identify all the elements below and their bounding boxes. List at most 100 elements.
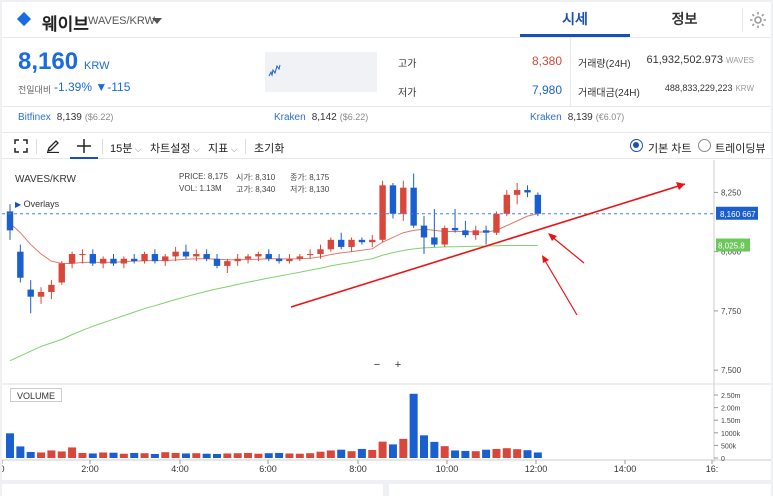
exchange-item[interactable]: Kraken 8,139 (€6.07) bbox=[530, 112, 624, 123]
volume-bar bbox=[130, 452, 139, 458]
bottom-panel-right bbox=[389, 484, 771, 496]
volume-tick-label: 500k bbox=[721, 443, 737, 450]
volume-bar bbox=[368, 449, 377, 458]
x-tick-label: 14:00 bbox=[614, 464, 637, 474]
candle-body bbox=[58, 263, 65, 283]
volume-number: 61,932,502.973 bbox=[646, 54, 723, 66]
candle-body bbox=[296, 256, 303, 259]
coin-name[interactable]: 웨이브 bbox=[42, 15, 89, 34]
volume-bar bbox=[213, 453, 221, 458]
volume-value: 61,932,502.973 WAVES bbox=[604, 54, 754, 66]
annotation-arrowhead bbox=[548, 233, 557, 241]
candle-body bbox=[317, 249, 324, 255]
trend-line bbox=[290, 183, 686, 308]
volume-bar bbox=[285, 453, 294, 458]
ohlc-vol-label: VOL: bbox=[179, 184, 198, 193]
ma-long-line bbox=[9, 245, 538, 362]
chart-settings-menu[interactable]: 차트설정 ⌵ bbox=[150, 143, 200, 155]
ma-tag-text: 8,025.8 bbox=[718, 242, 745, 251]
candle-body bbox=[441, 227, 448, 245]
amount-unit: KRW bbox=[735, 84, 754, 93]
settings-button[interactable] bbox=[742, 8, 766, 32]
tab-price[interactable]: 시세 bbox=[520, 2, 630, 37]
pencil-icon[interactable] bbox=[46, 139, 60, 153]
tradingview-label[interactable]: 트레이딩뷰 bbox=[715, 143, 766, 155]
candle-body bbox=[172, 251, 179, 257]
reset-button[interactable]: 초기화 bbox=[254, 143, 285, 155]
candle-body bbox=[524, 190, 531, 193]
exchange-item[interactable]: Bitfinex 8,139 ($6.22) bbox=[18, 112, 113, 123]
ma-tag bbox=[716, 238, 750, 252]
interval-select[interactable]: 15분 ⌵ bbox=[110, 143, 142, 155]
volume-bar bbox=[16, 446, 25, 458]
basic-chart-radio[interactable] bbox=[630, 139, 643, 152]
ohlc-open-label: 시가: bbox=[236, 173, 253, 182]
ohlc-vol-value: 1.13M bbox=[199, 184, 222, 193]
exchange-usd: (€6.07) bbox=[595, 112, 625, 122]
candle-body bbox=[89, 254, 96, 264]
current-price: 8,160 bbox=[18, 48, 79, 75]
overlays-label: Overlays bbox=[23, 199, 60, 209]
fullscreen-icon[interactable] bbox=[14, 139, 28, 153]
candle-body bbox=[275, 258, 283, 262]
volume-label: 거래량(24H) bbox=[578, 59, 631, 70]
amount-value: 488,833,229,223 KRW bbox=[604, 83, 754, 93]
volume-bar bbox=[420, 435, 428, 458]
candle-body bbox=[513, 190, 521, 195]
zoom-out-button[interactable]: − bbox=[368, 358, 386, 373]
ohlc-price: PRICE: 8,175 bbox=[179, 172, 228, 181]
candle-body bbox=[255, 254, 262, 257]
x-tick-label: 12:00 bbox=[525, 464, 548, 474]
volume-bar bbox=[161, 452, 170, 458]
volume-bar bbox=[119, 453, 128, 458]
crosshair-active-underline bbox=[70, 157, 98, 159]
volume-bar bbox=[388, 444, 397, 458]
candle-body bbox=[224, 261, 231, 266]
change-percent: -1.39% bbox=[54, 80, 93, 94]
tradingview-radio[interactable] bbox=[698, 139, 711, 152]
candle-body bbox=[234, 258, 241, 262]
volume-bar bbox=[68, 447, 77, 458]
volume-bar bbox=[440, 446, 449, 458]
candle-body bbox=[534, 194, 542, 214]
x-tick-label: 4:00 bbox=[171, 464, 189, 474]
exchange-item[interactable]: Kraken 8,142 ($6.22) bbox=[274, 112, 368, 123]
volume-bar bbox=[171, 452, 180, 458]
zoom-in-button[interactable]: + bbox=[389, 358, 407, 373]
ohlc-open-value: 8,310 bbox=[255, 173, 276, 182]
stats-divider bbox=[570, 38, 571, 106]
volume-bar bbox=[78, 452, 87, 458]
volume-bar bbox=[347, 451, 356, 458]
amount-label: 거래대금(24H) bbox=[578, 88, 640, 99]
coin-symbol[interactable]: WAVES/KRW bbox=[88, 15, 156, 27]
volume-bar bbox=[26, 451, 35, 458]
candle-body bbox=[493, 213, 500, 233]
trend-arrowhead bbox=[676, 182, 685, 190]
volume-bar bbox=[502, 448, 511, 458]
price-chart[interactable]: 8,250 8,000 7,750 7,500 0 2:00 4:00 6:00 8:00 10:… bbox=[2, 160, 771, 480]
chevron-down-icon[interactable] bbox=[152, 18, 162, 24]
volume-bar bbox=[471, 451, 480, 458]
high-value: 8,380 bbox=[531, 54, 562, 68]
y-tick-label: 7,500 bbox=[721, 366, 742, 375]
indicators-menu[interactable]: 지표 ⌵ bbox=[208, 143, 238, 155]
chart-settings-label: 차트설정 bbox=[150, 143, 191, 155]
candle-body bbox=[338, 239, 345, 247]
exchange-usd: ($6.22) bbox=[84, 112, 114, 122]
volume-bar bbox=[513, 449, 522, 458]
volume-unit: WAVES bbox=[725, 56, 754, 65]
ohlc-low-value: 8,130 bbox=[309, 185, 330, 194]
x-tick-label: 0 bbox=[2, 464, 5, 474]
volume-bar bbox=[306, 453, 315, 458]
overlays-toggle[interactable]: ▶ Overlays bbox=[15, 199, 60, 209]
ohlc-price-value: 8,175 bbox=[207, 172, 228, 181]
volume-bar bbox=[192, 453, 201, 458]
exchange-usd: ($6.22) bbox=[339, 112, 369, 122]
tab-info[interactable]: 정보 bbox=[671, 11, 698, 27]
exchange-price: 8,139 bbox=[56, 112, 82, 123]
volume-bar bbox=[244, 452, 253, 458]
ma-short-line bbox=[9, 213, 538, 265]
interval-label: 15분 bbox=[110, 143, 133, 155]
crosshair-icon[interactable] bbox=[77, 139, 91, 153]
basic-chart-label[interactable]: 기본 차트 bbox=[648, 143, 692, 155]
